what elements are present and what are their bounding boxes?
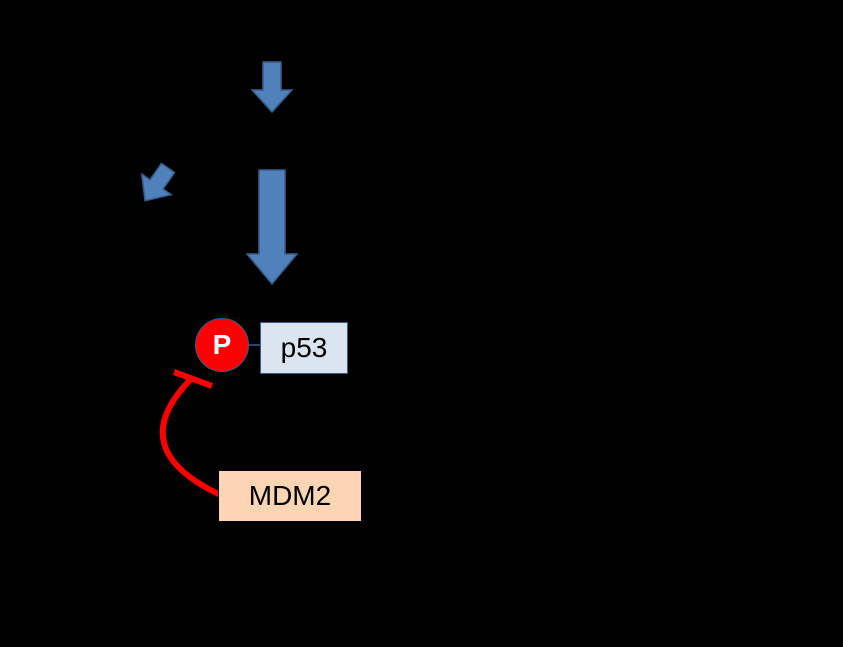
mdm2-node: MDM2 [218,470,362,522]
phospho-label: P [213,329,232,361]
arrow-main [247,170,297,284]
mdm2-label: MDM2 [249,480,331,512]
inhibition-arc [163,372,225,497]
arrow-diag [130,158,182,211]
p53-node: p53 [260,322,348,374]
phospho-mark: P [195,318,249,372]
diagram-svg [0,0,843,647]
arrow-top [252,62,292,112]
p53-label: p53 [281,332,328,364]
